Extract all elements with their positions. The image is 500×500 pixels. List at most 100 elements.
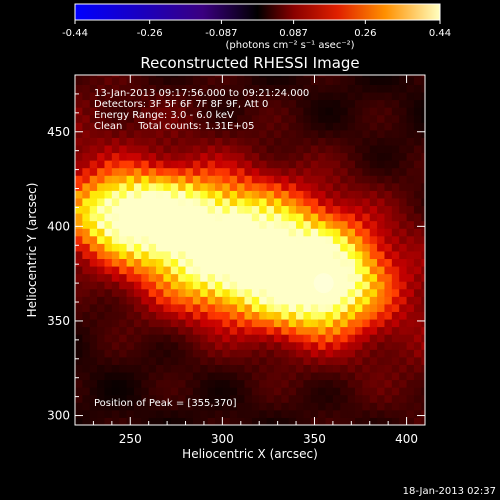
heatmap-cell — [259, 303, 268, 312]
heatmap-cell — [133, 160, 142, 169]
heatmap-cell — [119, 394, 128, 403]
heatmap-cell — [273, 152, 282, 161]
heatmap-cell — [251, 107, 260, 116]
heatmap-cell — [178, 402, 187, 411]
heatmap-cell — [185, 76, 194, 85]
heatmap-cell — [170, 372, 179, 381]
heatmap-cell — [82, 296, 91, 305]
heatmap-cell — [97, 129, 105, 138]
heatmap-cell — [273, 250, 282, 260]
heatmap-cell — [185, 137, 194, 146]
heatmap-cell — [178, 84, 187, 93]
heatmap-cell — [273, 379, 282, 388]
heatmap-cell — [119, 417, 128, 425]
heatmap-cell — [355, 205, 363, 214]
heatmap-cell — [104, 213, 113, 222]
heatmap-cell — [296, 281, 304, 290]
heatmap-cell — [399, 243, 408, 252]
heatmap-cell — [399, 417, 408, 425]
heatmap-cell — [266, 167, 275, 176]
heatmap-cell — [75, 266, 83, 275]
heatmap-cell — [178, 235, 187, 244]
heatmap-cell — [89, 137, 98, 146]
heatmap-cell — [296, 152, 304, 161]
heatmap-cell — [251, 258, 260, 267]
heatmap-cell — [325, 258, 334, 267]
heatmap-cell — [75, 122, 83, 131]
colorbar-tick-label: -0.26 — [137, 28, 163, 39]
heatmap-cell — [332, 175, 341, 184]
heatmap-cell — [111, 394, 120, 403]
heatmap-cell — [141, 129, 150, 138]
heatmap-cell — [362, 379, 371, 388]
heatmap-cell — [148, 235, 157, 244]
heatmap-cell — [141, 341, 150, 350]
heatmap-cell — [200, 160, 209, 169]
heatmap-cell — [97, 213, 105, 222]
heatmap-cell — [200, 129, 209, 138]
heatmap-cell — [325, 152, 334, 161]
heatmap-cell — [148, 107, 157, 116]
heatmap-cell — [377, 281, 385, 290]
heatmap-cell — [141, 273, 150, 282]
heatmap-cell — [178, 213, 187, 222]
heatmap-cell — [421, 364, 425, 373]
heatmap-cell — [259, 197, 268, 207]
heatmap-cell — [119, 228, 128, 237]
heatmap-cell — [369, 205, 378, 214]
heatmap-cell — [104, 122, 113, 131]
heatmap-cell — [303, 417, 312, 425]
heatmap-cell — [399, 197, 408, 207]
heatmap-cell — [207, 122, 216, 131]
heatmap-cell — [207, 281, 216, 290]
heatmap-cell — [185, 129, 194, 138]
heatmap-cell — [207, 129, 216, 138]
heatmap-cell — [200, 349, 209, 358]
heatmap-cell — [406, 145, 415, 154]
heatmap-cell — [75, 137, 83, 146]
heatmap-cell — [126, 182, 135, 191]
heatmap-cell — [119, 205, 128, 214]
heatmap-cell — [237, 114, 245, 123]
heatmap-cell — [413, 152, 422, 161]
heatmap-cell — [89, 250, 98, 260]
heatmap-cell — [347, 409, 356, 418]
heatmap-cell — [97, 402, 105, 411]
heatmap-cell — [163, 92, 172, 101]
heatmap-cell — [133, 303, 142, 312]
heatmap-cell — [310, 243, 319, 252]
heatmap-cell — [111, 273, 120, 282]
heatmap-cell — [340, 99, 349, 108]
heatmap-cell — [178, 137, 187, 146]
heatmap-cell — [384, 114, 393, 123]
heatmap-cell — [413, 84, 422, 93]
heatmap-cell — [163, 281, 172, 290]
heatmap-cell — [310, 182, 319, 191]
heatmap-cell — [406, 114, 415, 123]
heatmap-cell — [229, 250, 238, 260]
heatmap-cell — [222, 409, 231, 418]
heatmap-cell — [413, 107, 422, 116]
heatmap-cell — [82, 250, 91, 260]
heatmap-cell — [215, 92, 223, 101]
heatmap-cell — [156, 372, 164, 381]
heatmap-cell — [111, 356, 120, 365]
chart-title: Reconstructed RHESSI Image — [140, 54, 359, 72]
heatmap-cell — [119, 402, 128, 411]
heatmap-cell — [259, 402, 268, 411]
heatmap-cell — [170, 303, 179, 312]
heatmap-cell — [89, 334, 98, 343]
heatmap-cell — [325, 122, 334, 131]
heatmap-cell — [222, 296, 231, 305]
heatmap-cell — [119, 349, 128, 358]
heatmap-cell — [318, 235, 327, 244]
heatmap-cell — [406, 243, 415, 252]
heatmap-cell — [82, 182, 91, 191]
heatmap-cell — [141, 114, 150, 123]
heatmap-cell — [251, 356, 260, 365]
heatmap-cell — [310, 356, 319, 365]
heatmap-cell — [126, 107, 135, 116]
heatmap-cell — [222, 75, 231, 78]
heatmap-cell — [296, 311, 304, 320]
heatmap-cell — [97, 75, 105, 78]
